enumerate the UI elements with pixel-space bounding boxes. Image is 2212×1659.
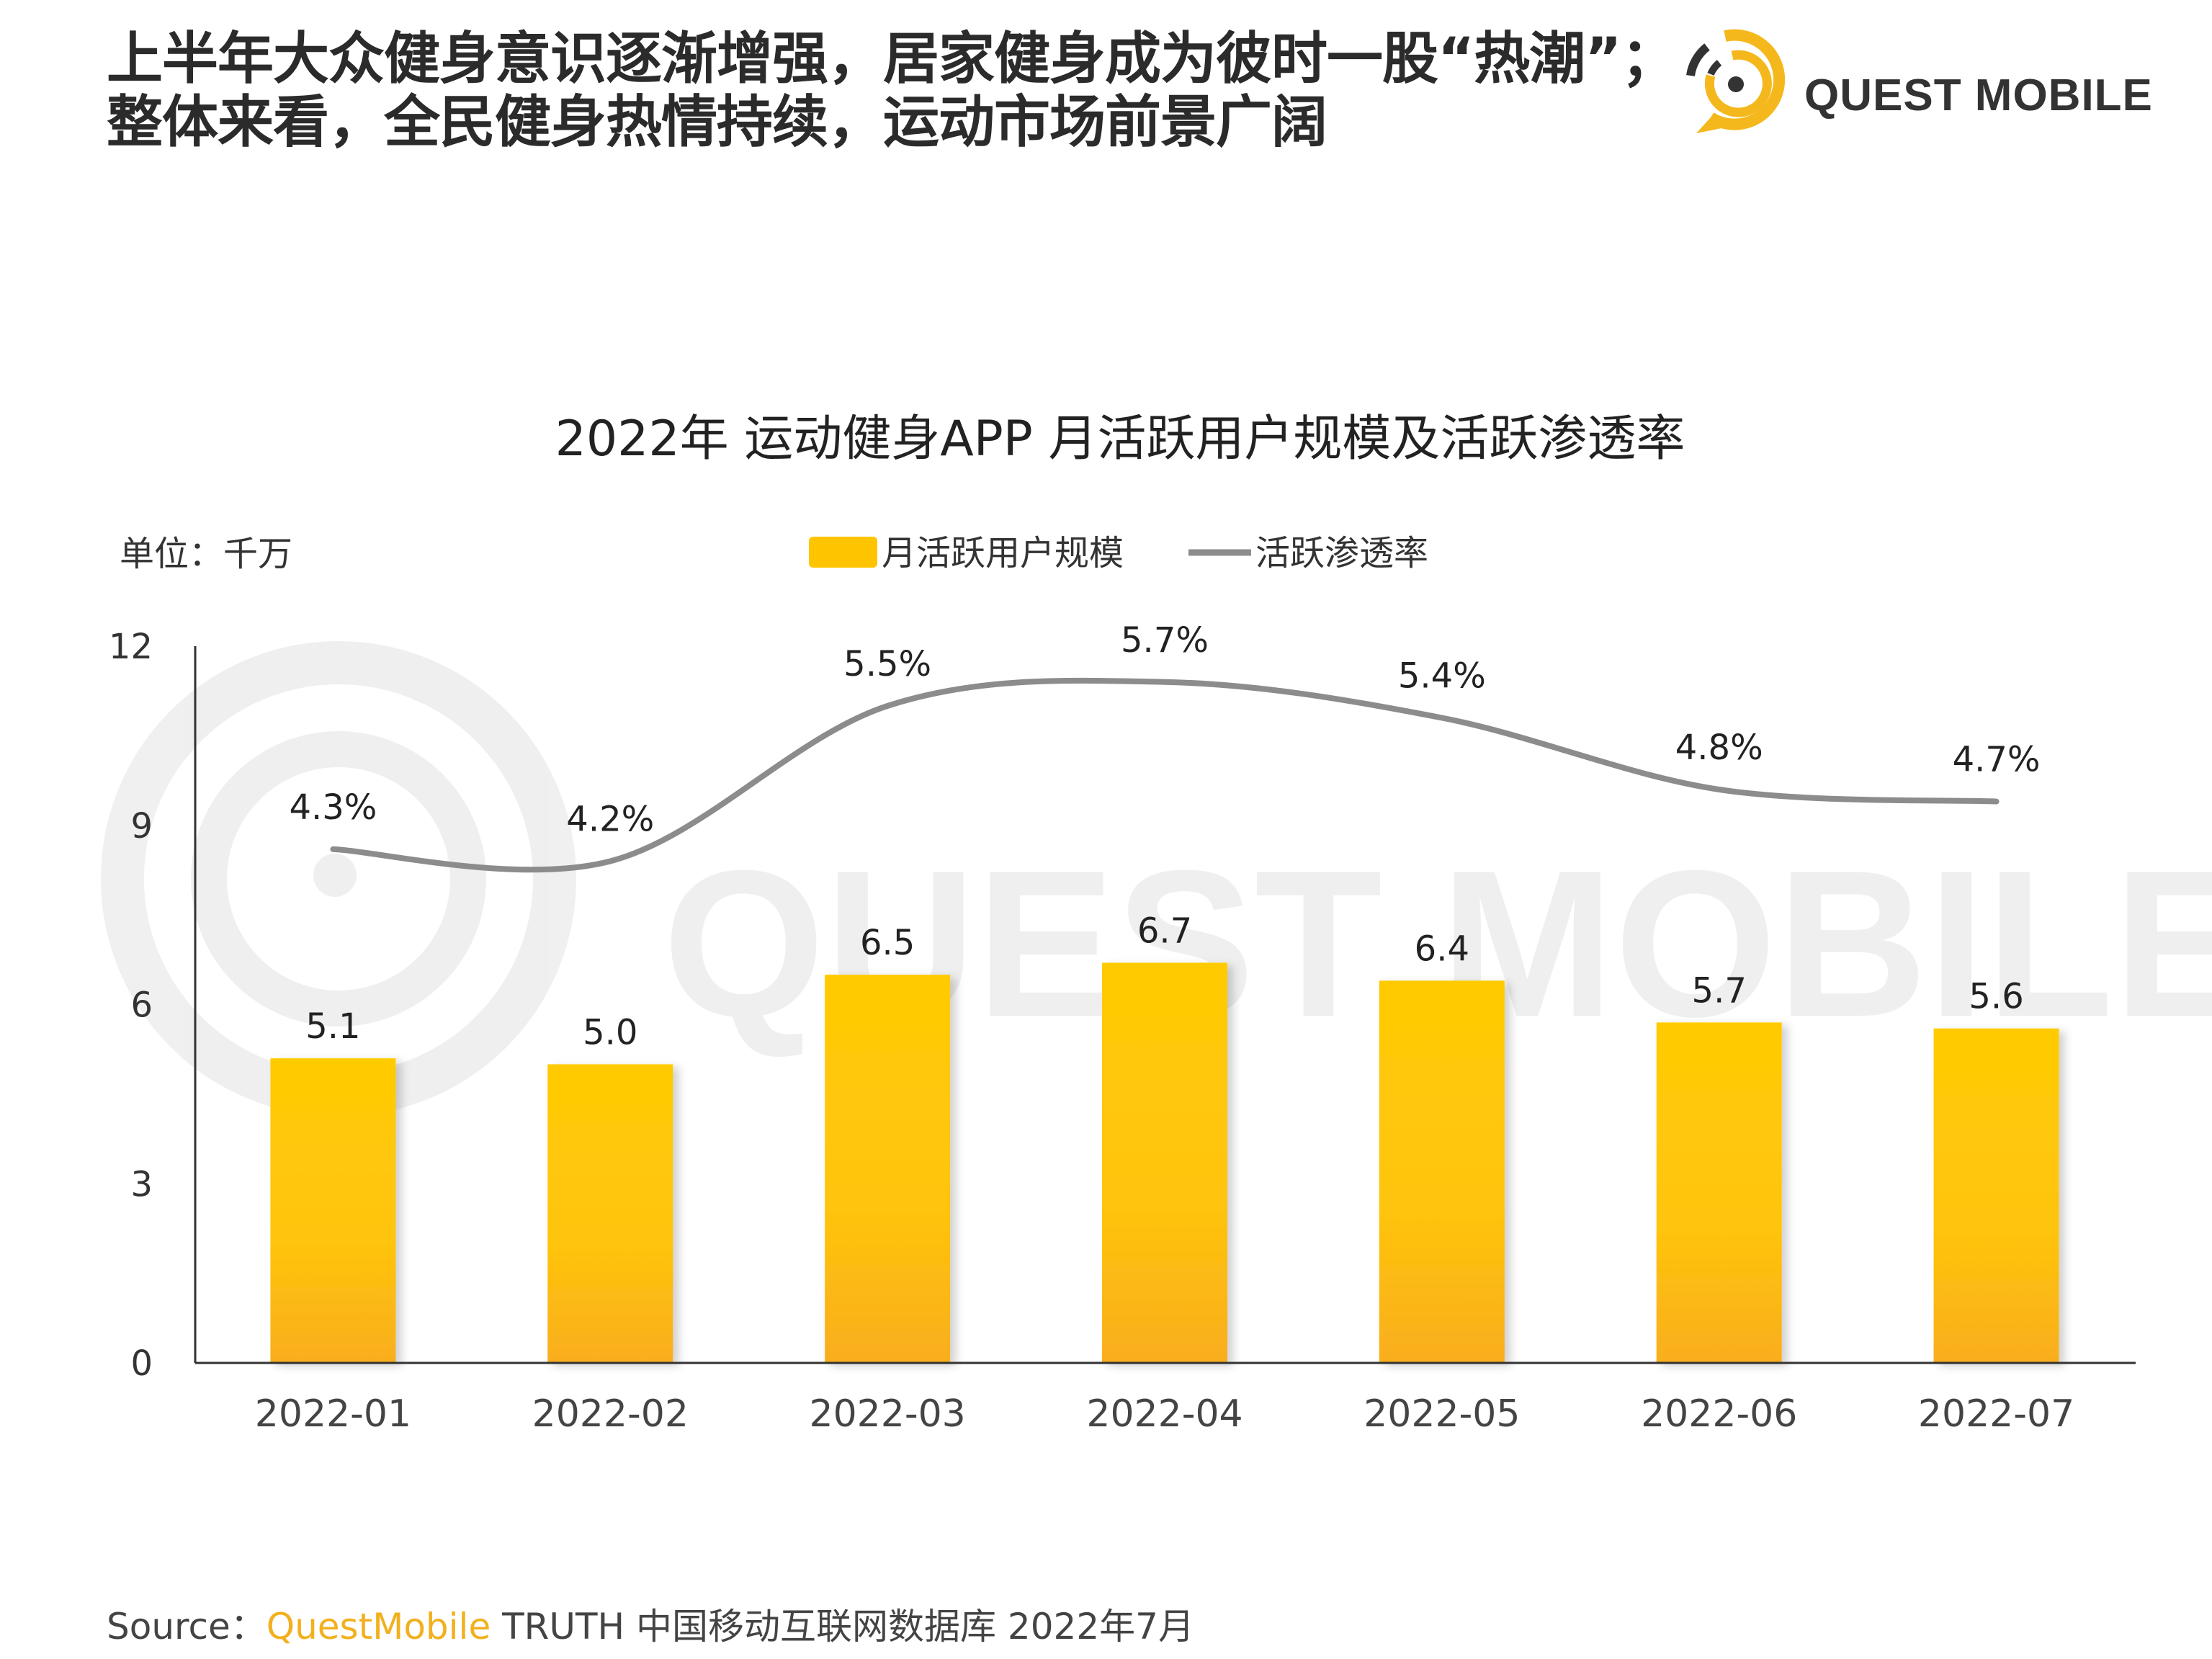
unit-label: 单位：千万 <box>120 534 292 574</box>
x-tick-label: 2022-01 <box>255 1392 411 1436</box>
headline-line-2: 整体来看，全民健身热情持续，运动市场前景广阔 <box>107 90 1327 155</box>
source-note: Source：QuestMobile TRUTH 中国移动互联网数据库 2022… <box>107 1598 1194 1650</box>
bar-value-label: 6.4 <box>1415 929 1469 969</box>
line-value-label: 5.7% <box>1121 620 1209 661</box>
line-point <box>1441 717 1443 719</box>
line-point <box>1164 681 1165 683</box>
line-value-label: 5.4% <box>1398 656 1486 697</box>
x-tick-label: 2022-04 <box>1086 1392 1242 1436</box>
bar <box>270 1058 396 1363</box>
bar <box>1656 1022 1782 1363</box>
bar-value-label: 5.0 <box>583 1012 637 1052</box>
bar <box>825 975 951 1363</box>
bar-value-label: 6.7 <box>1137 911 1192 951</box>
bar <box>547 1064 673 1363</box>
source-brand: QuestMobile <box>266 1606 491 1647</box>
legend-label-line: 活跃渗透率 <box>1255 533 1428 573</box>
legend-label-bar: 月活跃用户规模 <box>882 533 1124 573</box>
logo-text: QUEST MOBILE <box>1804 71 2153 120</box>
bar-value-label: 5.6 <box>1969 977 2023 1017</box>
x-tick-label: 2022-02 <box>532 1392 689 1436</box>
line-point <box>609 860 612 862</box>
chart-title: 2022年 运动健身APP 月活跃用户规模及活跃渗透率 <box>555 411 1685 468</box>
source-prefix: Source： <box>107 1606 267 1647</box>
source-rest: TRUTH 中国移动互联网数据库 2022年7月 <box>491 1606 1194 1647</box>
legend-swatch-bar <box>809 537 877 568</box>
line-point <box>1718 789 1720 790</box>
line-point <box>1995 800 1997 802</box>
line-value-label: 4.7% <box>1953 740 2041 780</box>
x-tick-label: 2022-05 <box>1364 1392 1520 1436</box>
x-tick-label: 2022-03 <box>810 1392 966 1436</box>
line-point <box>887 705 889 707</box>
logo-icon <box>1686 29 1786 133</box>
headline: 上半年大众健身意识逐渐增强，居家健身成为彼时一股“热潮”； 整体来看，全民健身热… <box>107 27 1678 155</box>
bar-value-label: 5.1 <box>305 1006 360 1047</box>
y-tick-label: 12 <box>109 627 153 667</box>
line-value-label: 4.3% <box>289 787 377 828</box>
legend: 月活跃用户规模 活跃渗透率 <box>809 533 1428 573</box>
x-tick-label: 2022-06 <box>1641 1392 1797 1436</box>
y-tick-label: 0 <box>130 1343 153 1384</box>
bar-value-label: 5.7 <box>1692 970 1747 1011</box>
y-tick-label: 9 <box>130 806 153 846</box>
line-value-label: 4.2% <box>566 800 654 840</box>
y-tick-label: 6 <box>130 985 153 1026</box>
questmobile-logo: QUEST MOBILE <box>1682 25 2200 140</box>
bar <box>1933 1028 2059 1363</box>
y-tick-label: 3 <box>130 1164 153 1204</box>
line-point <box>332 848 334 850</box>
x-tick-label: 2022-07 <box>1918 1392 2074 1436</box>
bar <box>1379 980 1505 1363</box>
bar <box>1102 962 1227 1363</box>
line-value-label: 4.8% <box>1675 728 1763 768</box>
line-value-label: 5.5% <box>843 644 931 684</box>
headline-line-1: 上半年大众健身意识逐渐增强，居家健身成为彼时一股“热潮”； <box>107 27 1678 91</box>
bar-value-label: 6.5 <box>860 923 915 963</box>
